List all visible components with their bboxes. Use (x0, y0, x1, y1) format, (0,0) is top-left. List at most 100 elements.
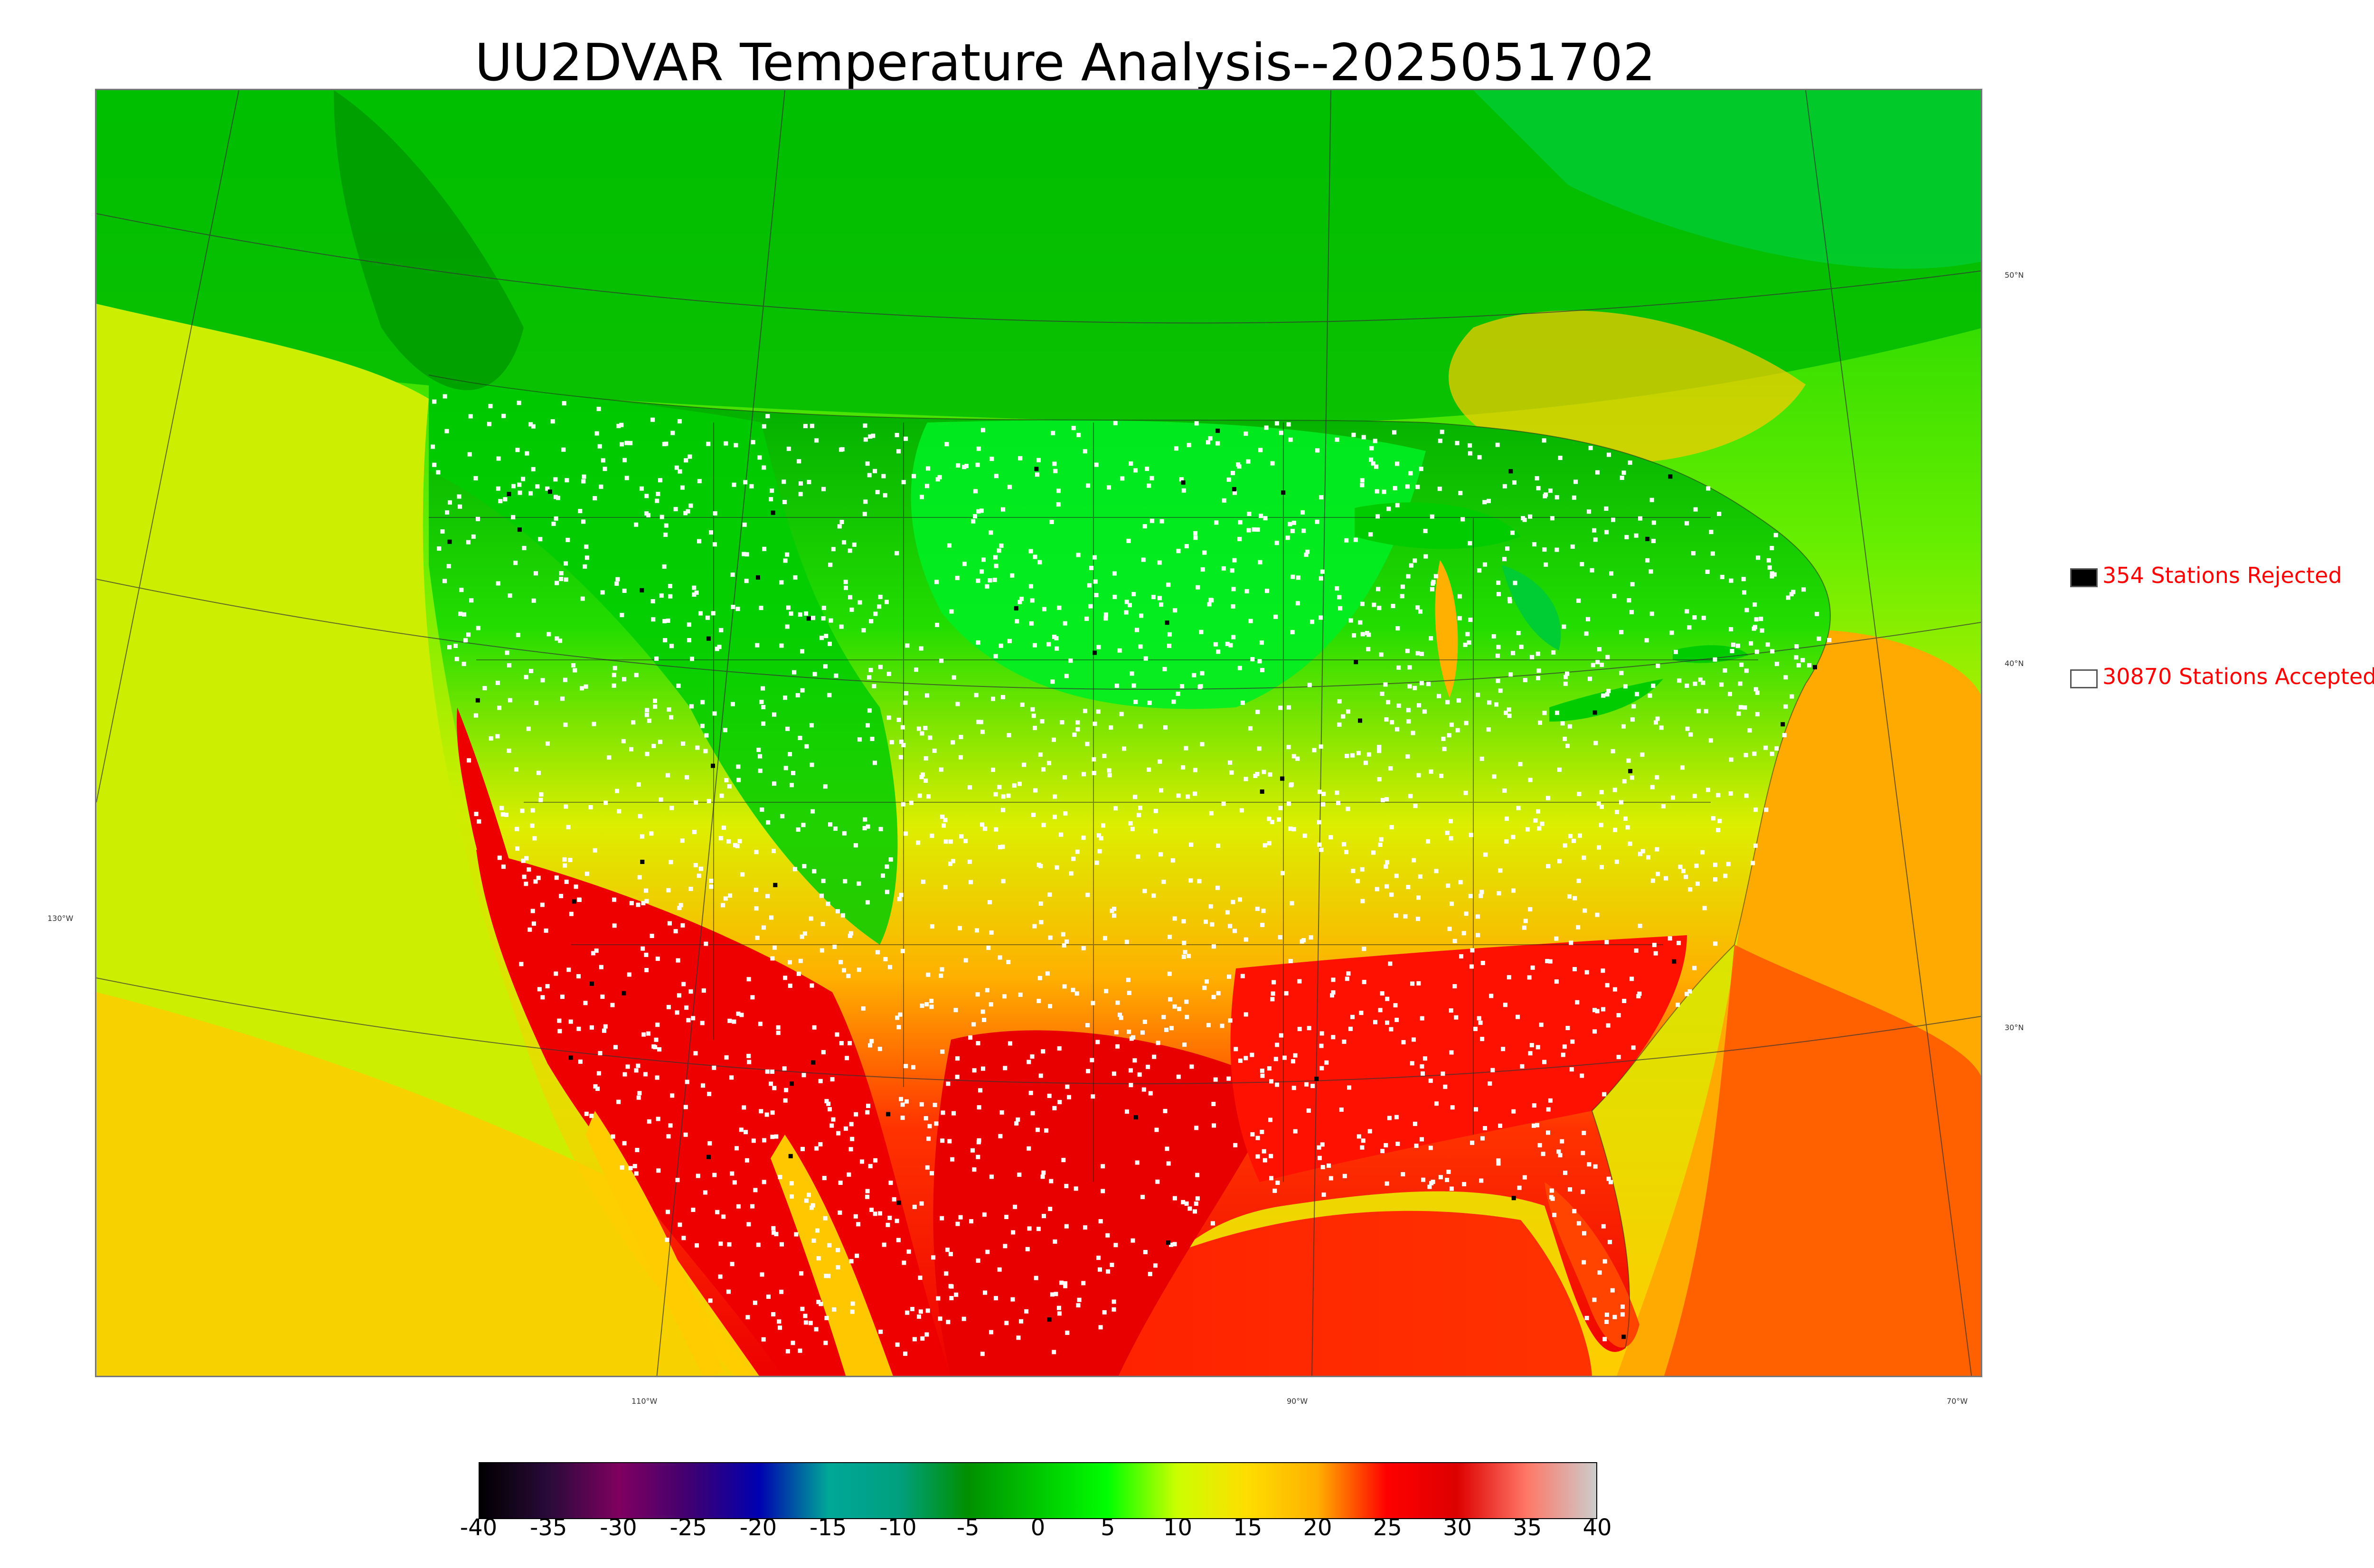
accepted-station (884, 600, 889, 604)
accepted-station (849, 607, 854, 612)
accepted-station (1094, 860, 1099, 865)
accepted-station (529, 669, 534, 673)
accepted-station (1096, 709, 1101, 714)
graticule-lon-70 (1805, 90, 1972, 1376)
accepted-station (1446, 883, 1451, 888)
accepted-station (740, 872, 745, 877)
temperature-map[interactable] (95, 89, 1982, 1377)
accepted-station (1380, 991, 1385, 996)
accepted-station (896, 449, 901, 454)
accepted-station (1570, 545, 1575, 549)
accepted-station (1630, 976, 1634, 981)
accepted-station (1572, 495, 1576, 500)
accepted-station (1604, 506, 1609, 511)
accepted-station (644, 968, 649, 972)
accepted-station (1284, 991, 1289, 995)
accepted-station (799, 1271, 804, 1276)
accepted-station (454, 657, 459, 661)
accepted-station (1536, 486, 1541, 490)
accepted-station (1503, 1003, 1507, 1007)
accepted-station (644, 713, 649, 717)
accepted-station (819, 1302, 823, 1306)
accepted-station (1272, 1188, 1277, 1193)
accepted-station (466, 632, 471, 637)
accepted-station (802, 864, 807, 869)
accepted-station (568, 858, 573, 862)
accepted-station (1565, 1026, 1570, 1030)
legend-label-accepted: 30870 Stations Accepted (2102, 664, 2374, 689)
accepted-station (1653, 951, 1658, 956)
accepted-station (946, 1320, 951, 1324)
accepted-station (1390, 720, 1394, 724)
colorbar-tick-label: 15 (1233, 1514, 1262, 1541)
accepted-station (779, 643, 784, 648)
accepted-station (794, 1232, 799, 1237)
accepted-station (1262, 1149, 1266, 1154)
accepted-station (993, 654, 998, 658)
accepted-station (1003, 1066, 1008, 1070)
accepted-station (615, 577, 620, 582)
accepted-station (1542, 438, 1546, 443)
accepted-station (1480, 1037, 1485, 1042)
accepted-station (1347, 1085, 1351, 1090)
accepted-station (594, 431, 599, 436)
accepted-station (1158, 759, 1162, 764)
accepted-station (1664, 876, 1668, 881)
accepted-station (1063, 621, 1067, 626)
accepted-station (1255, 906, 1260, 911)
accepted-station (1076, 553, 1081, 557)
accepted-station (1483, 852, 1488, 857)
accepted-station (1061, 932, 1065, 937)
accepted-station (646, 1031, 650, 1036)
accepted-station (1600, 865, 1604, 870)
accepted-station (1136, 854, 1140, 859)
accepted-station (976, 1041, 980, 1045)
accepted-station (1119, 712, 1124, 716)
accepted-station (1193, 535, 1198, 540)
accepted-station (900, 725, 905, 730)
accepted-station (1586, 617, 1590, 621)
accepted-station (520, 808, 525, 813)
accepted-station (1782, 733, 1787, 738)
accepted-station (868, 1043, 873, 1048)
accepted-station (583, 1001, 588, 1005)
accepted-station (983, 826, 988, 831)
accepted-station (1091, 1001, 1095, 1005)
accepted-station (1319, 1043, 1324, 1048)
accepted-station (855, 1253, 859, 1258)
accepted-station (593, 848, 597, 853)
accepted-station (497, 705, 502, 710)
accepted-station (1504, 839, 1509, 844)
accepted-station (1013, 1204, 1017, 1209)
accepted-station (1337, 722, 1342, 727)
accepted-station (1003, 1244, 1008, 1249)
accepted-station (662, 441, 667, 446)
accepted-station (1125, 1109, 1129, 1114)
accepted-station (1392, 430, 1396, 435)
accepted-station (1385, 860, 1390, 864)
accepted-station (926, 794, 931, 799)
accepted-station (833, 826, 838, 831)
accepted-station (1228, 643, 1233, 648)
accepted-station (1252, 527, 1256, 532)
accepted-station (1656, 872, 1660, 876)
accepted-station (1075, 727, 1080, 732)
accepted-station (1497, 592, 1501, 596)
accepted-station (698, 611, 703, 616)
accepted-station (1208, 436, 1213, 441)
accepted-station (447, 645, 452, 649)
accepted-station (688, 454, 692, 459)
accepted-station (899, 892, 904, 897)
accepted-station (1755, 712, 1760, 716)
accepted-station (772, 781, 776, 786)
accepted-station (1148, 1272, 1152, 1277)
accepted-station (791, 1341, 795, 1345)
accepted-station (1161, 880, 1166, 884)
accepted-station (1231, 635, 1236, 639)
accepted-station (1582, 1260, 1586, 1265)
accepted-station (1074, 991, 1079, 996)
accepted-station (666, 1210, 670, 1214)
accepted-station (603, 467, 607, 471)
accepted-station (560, 696, 565, 701)
accepted-station (1255, 710, 1260, 714)
